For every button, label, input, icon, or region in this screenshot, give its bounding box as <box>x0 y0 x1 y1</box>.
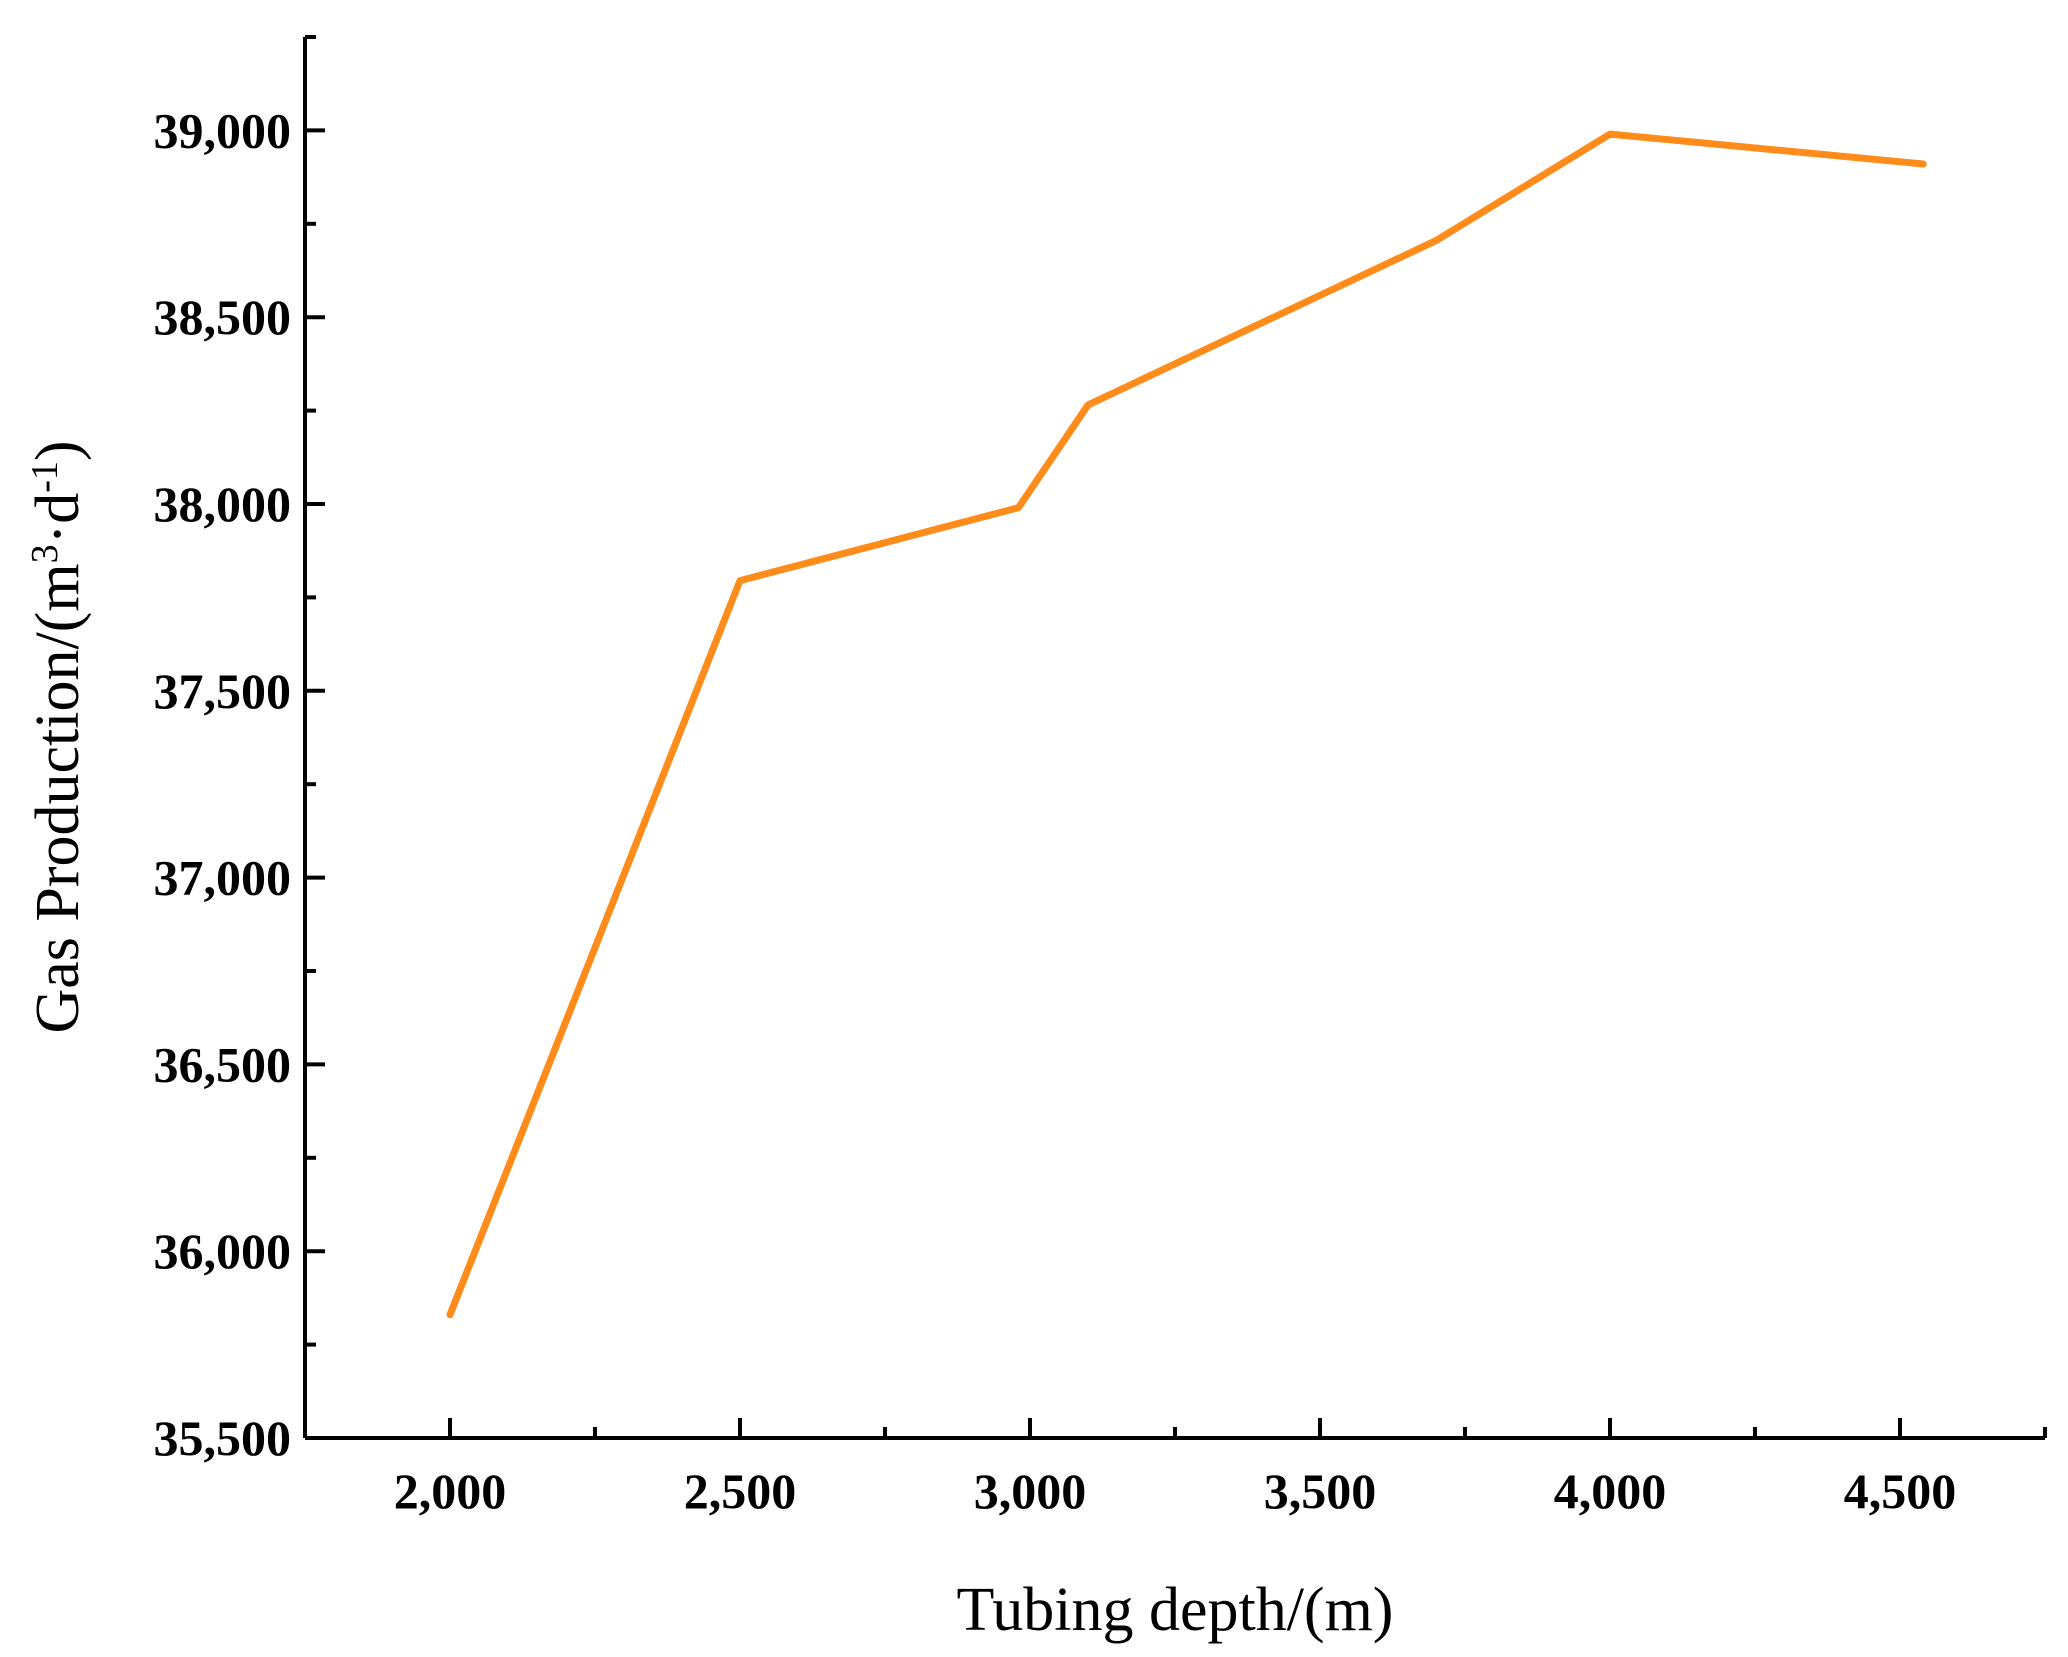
y-axis-title-sup1: 3 <box>24 544 66 563</box>
y-tick-label: 38,500 <box>154 289 292 345</box>
x-tick-label: 4,500 <box>1844 1463 1957 1519</box>
y-axis-title-prefix: Gas Production/(m <box>24 563 92 1033</box>
x-tick-label: 2,500 <box>684 1463 797 1519</box>
y-tick-label: 36,500 <box>154 1036 292 1092</box>
x-axis-title: Tubing depth/(m) <box>957 1576 1394 1644</box>
y-tick-label: 36,000 <box>154 1223 292 1279</box>
axes <box>303 37 2045 1440</box>
y-axis-title: Gas Production/(m3·d-1) <box>24 440 92 1033</box>
y-tick-label: 37,000 <box>154 850 292 906</box>
y-tick-label: 35,500 <box>154 1410 292 1466</box>
y-axis-title-suffix: ) <box>24 440 92 461</box>
x-tick-label: 3,000 <box>974 1463 1087 1519</box>
y-tick-label: 37,500 <box>154 663 292 719</box>
x-ticks: 2,000 2,500 3,000 3,500 4,000 4,500 <box>303 1418 2047 1519</box>
series-group <box>446 130 1927 1319</box>
series-line-1 <box>446 130 1927 1319</box>
x-tick-label: 3,500 <box>1264 1463 1377 1519</box>
y-ticks: 35,500 36,000 36,500 37,000 37,500 38,000 38,5… <box>154 35 325 1466</box>
y-tick-label: 39,000 <box>154 102 292 158</box>
y-axis-title-middle: ·d <box>24 493 92 545</box>
x-tick-label: 4,000 <box>1554 1463 1667 1519</box>
y-tick-label: 38,000 <box>154 476 292 532</box>
x-tick-label: 2,000 <box>394 1463 507 1519</box>
y-axis-title-sup2: -1 <box>24 461 66 493</box>
